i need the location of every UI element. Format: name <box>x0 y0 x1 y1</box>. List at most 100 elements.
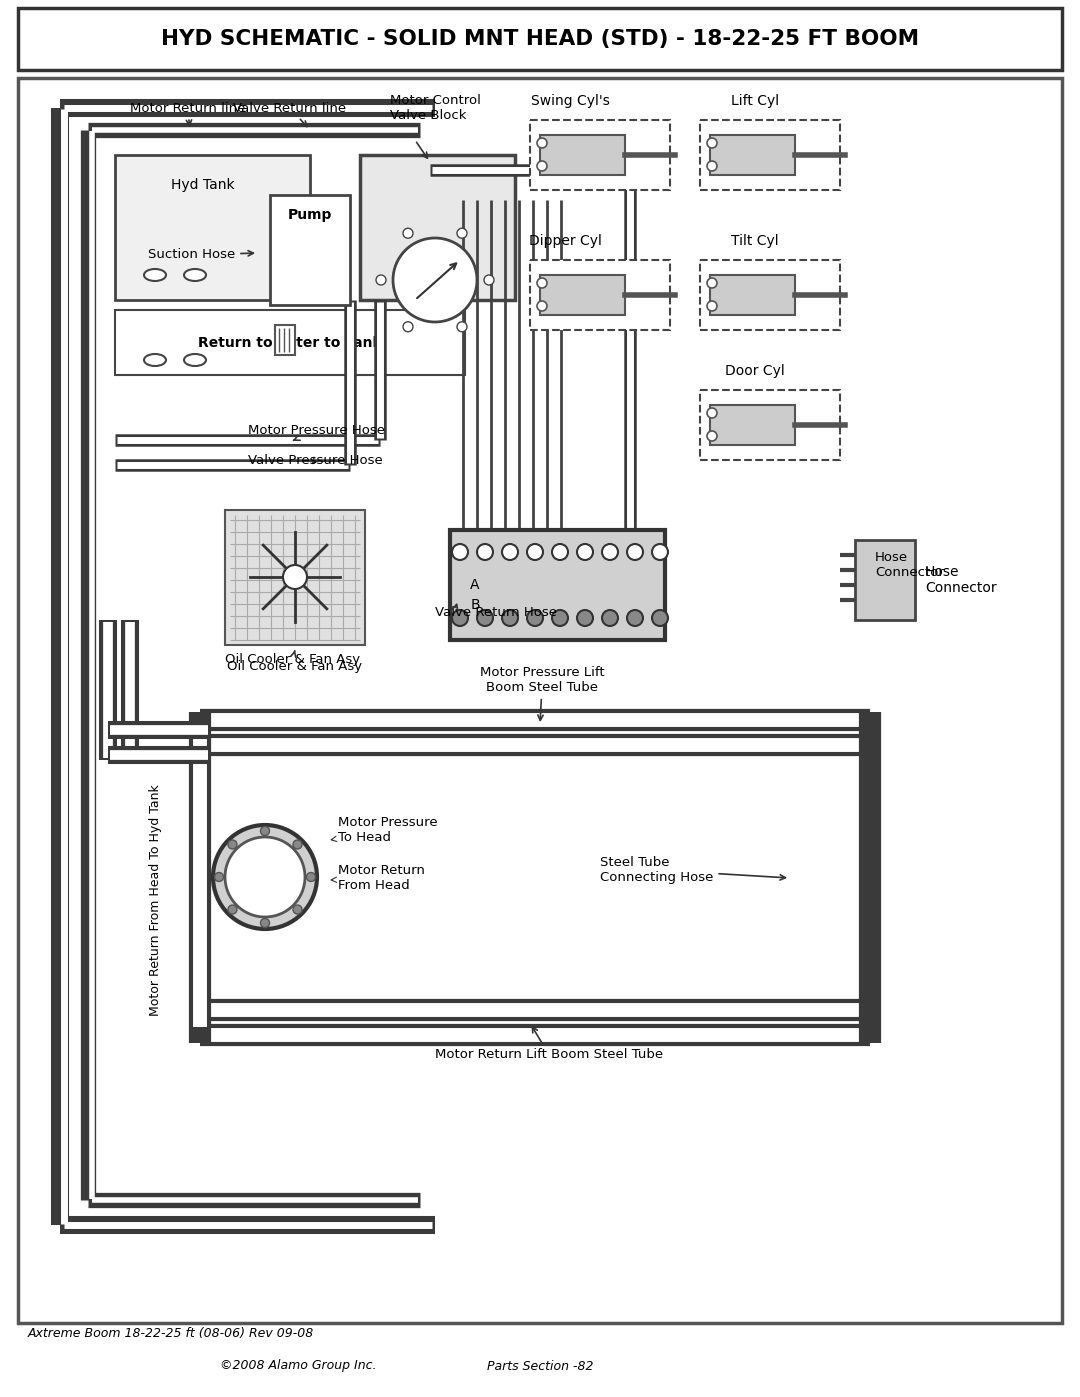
Circle shape <box>260 827 270 835</box>
Circle shape <box>527 610 543 626</box>
Text: Motor Return From Head To Hyd Tank: Motor Return From Head To Hyd Tank <box>149 784 162 1016</box>
Ellipse shape <box>144 353 166 366</box>
Circle shape <box>537 138 546 148</box>
Circle shape <box>260 918 270 928</box>
Circle shape <box>457 321 467 331</box>
Circle shape <box>577 543 593 560</box>
Circle shape <box>627 543 643 560</box>
Circle shape <box>228 905 237 914</box>
Circle shape <box>403 228 413 239</box>
Text: B: B <box>470 598 480 612</box>
Bar <box>855 541 915 620</box>
Text: Swing Cyl's: Swing Cyl's <box>530 94 609 108</box>
Bar <box>700 390 840 460</box>
Bar <box>700 120 840 190</box>
Text: Parts Section -82: Parts Section -82 <box>487 1359 593 1372</box>
Text: Oil Cooler & Fan Asy: Oil Cooler & Fan Asy <box>228 659 363 673</box>
Bar <box>18 8 1062 70</box>
Circle shape <box>403 321 413 331</box>
Circle shape <box>527 543 543 560</box>
Text: Hose
Connector: Hose Connector <box>924 564 997 595</box>
Bar <box>270 196 350 305</box>
Text: Return to Filter to Tank: Return to Filter to Tank <box>199 337 382 351</box>
Circle shape <box>283 564 307 590</box>
Circle shape <box>453 543 468 560</box>
Circle shape <box>453 610 468 626</box>
Bar <box>114 155 310 300</box>
Text: Valve Return line: Valve Return line <box>233 102 347 127</box>
Circle shape <box>293 840 302 849</box>
Circle shape <box>627 610 643 626</box>
Text: Axtreme Boom 18-22-25 ft (08-06) Rev 09-08: Axtreme Boom 18-22-25 ft (08-06) Rev 09-… <box>28 1327 314 1340</box>
Text: Motor Return
From Head: Motor Return From Head <box>332 863 424 893</box>
Bar <box>540 136 625 175</box>
Text: Tilt Cyl: Tilt Cyl <box>731 235 779 249</box>
Text: Pump: Pump <box>287 208 333 222</box>
Bar <box>710 275 795 314</box>
Bar <box>700 260 840 330</box>
Text: A: A <box>470 578 480 592</box>
Bar <box>114 310 465 374</box>
Text: Door Cyl: Door Cyl <box>725 365 785 379</box>
Text: Hose
Connector: Hose Connector <box>875 550 944 578</box>
Circle shape <box>577 610 593 626</box>
Text: Motor Pressure
To Head: Motor Pressure To Head <box>332 816 437 844</box>
Circle shape <box>215 873 224 882</box>
Text: Lift Cyl: Lift Cyl <box>731 94 779 108</box>
Circle shape <box>602 610 618 626</box>
Bar <box>530 120 670 190</box>
Bar <box>275 326 295 355</box>
Circle shape <box>707 138 717 148</box>
Circle shape <box>213 826 318 929</box>
Circle shape <box>707 161 717 170</box>
Bar <box>18 78 1062 1323</box>
Circle shape <box>477 543 492 560</box>
Circle shape <box>293 905 302 914</box>
Ellipse shape <box>184 353 206 366</box>
Circle shape <box>707 408 717 418</box>
Text: Motor Return Lift Boom Steel Tube: Motor Return Lift Boom Steel Tube <box>435 1027 663 1062</box>
Text: Hyd Tank: Hyd Tank <box>171 177 234 191</box>
Circle shape <box>376 275 386 285</box>
Circle shape <box>484 275 494 285</box>
Text: Valve Return Hose: Valve Return Hose <box>435 606 557 619</box>
Text: HYD SCHEMATIC - SOLID MNT HEAD (STD) - 18-22-25 FT BOOM: HYD SCHEMATIC - SOLID MNT HEAD (STD) - 1… <box>161 29 919 49</box>
Bar <box>540 275 625 314</box>
Circle shape <box>537 278 546 288</box>
Circle shape <box>457 228 467 239</box>
Text: Steel Tube
Connecting Hose: Steel Tube Connecting Hose <box>600 856 785 884</box>
Circle shape <box>552 610 568 626</box>
Circle shape <box>502 610 518 626</box>
Circle shape <box>552 543 568 560</box>
Circle shape <box>707 278 717 288</box>
Text: Oil Cooler & Fan Asy: Oil Cooler & Fan Asy <box>225 651 360 666</box>
Bar <box>225 510 365 645</box>
Circle shape <box>228 840 237 849</box>
Text: Motor Control
Valve Block: Motor Control Valve Block <box>390 94 481 122</box>
Circle shape <box>393 237 477 321</box>
Circle shape <box>652 543 669 560</box>
Text: Dipper Cyl: Dipper Cyl <box>528 235 602 249</box>
Text: Valve Pressure Hose: Valve Pressure Hose <box>248 454 382 467</box>
Circle shape <box>652 610 669 626</box>
Circle shape <box>307 873 315 882</box>
Circle shape <box>537 300 546 312</box>
Bar <box>710 136 795 175</box>
Circle shape <box>502 543 518 560</box>
Circle shape <box>707 432 717 441</box>
Ellipse shape <box>184 270 206 281</box>
Text: Motor Return line: Motor Return line <box>130 102 245 126</box>
Bar <box>360 155 515 300</box>
Bar <box>450 529 665 640</box>
Text: Suction Hose: Suction Hose <box>148 249 254 261</box>
Ellipse shape <box>144 270 166 281</box>
Text: Motor Pressure Lift
Boom Steel Tube: Motor Pressure Lift Boom Steel Tube <box>480 666 605 721</box>
Text: ©2008 Alamo Group Inc.: ©2008 Alamo Group Inc. <box>220 1359 377 1372</box>
Text: Motor Pressure Hose: Motor Pressure Hose <box>248 423 384 440</box>
Circle shape <box>537 161 546 170</box>
Circle shape <box>707 300 717 312</box>
Circle shape <box>477 610 492 626</box>
Circle shape <box>225 837 305 916</box>
Bar <box>710 405 795 446</box>
Bar <box>530 260 670 330</box>
